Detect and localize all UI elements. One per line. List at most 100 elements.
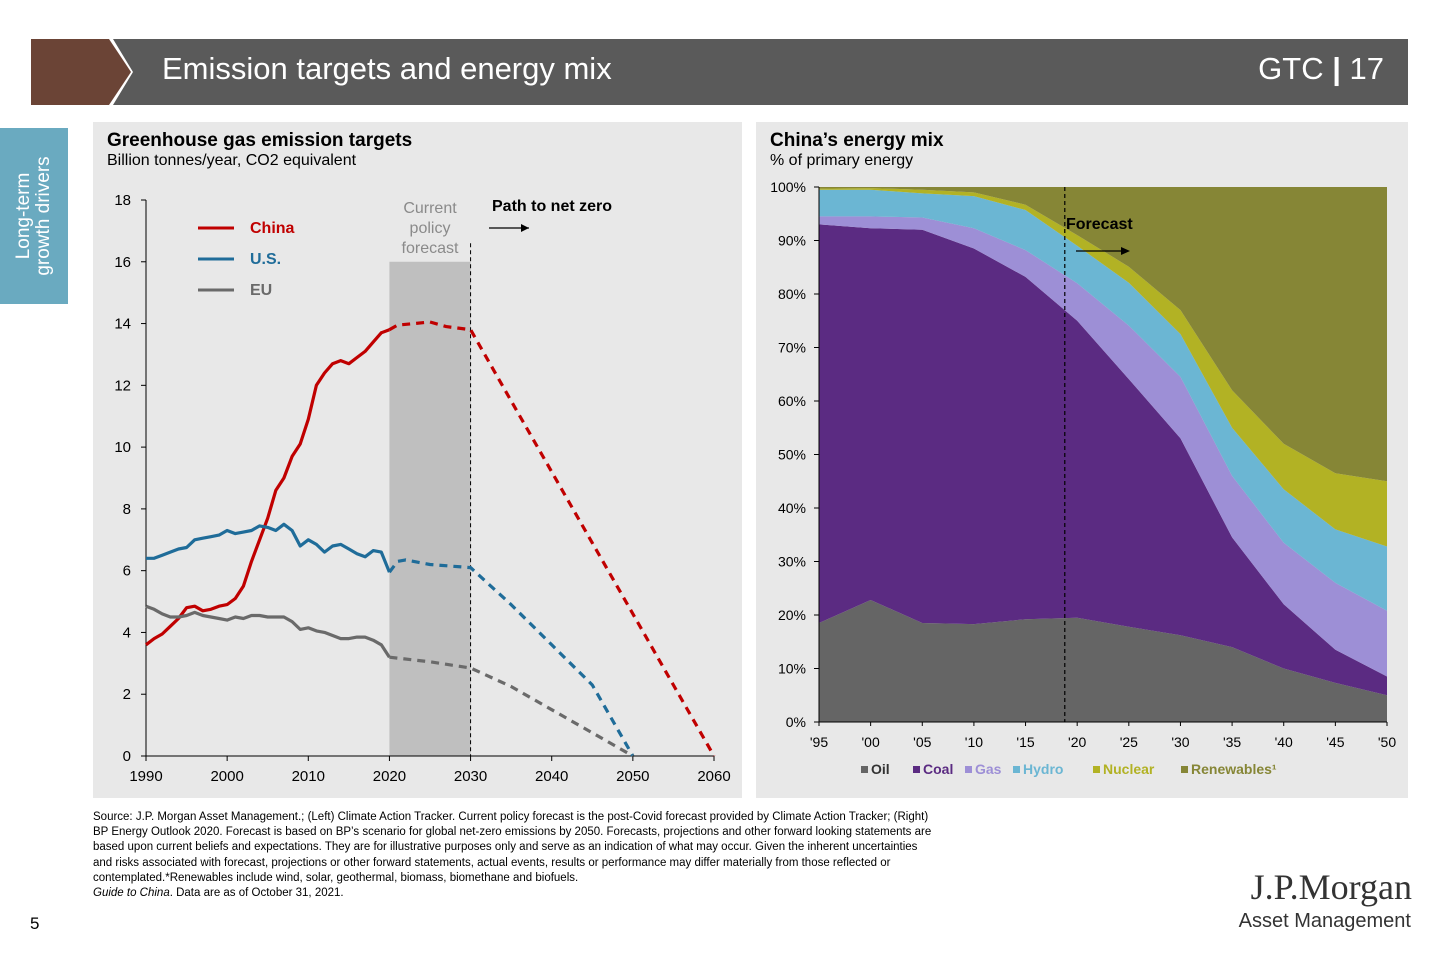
header-accent-chevron xyxy=(31,39,131,105)
policy-forecast-label: Current xyxy=(403,200,457,217)
legend-label: EU xyxy=(250,282,272,299)
footnote-line: based upon current beliefs and expectati… xyxy=(93,841,918,854)
policy-forecast-label: forecast xyxy=(402,240,459,257)
y-tick-label: 18 xyxy=(114,192,131,209)
legend-swatch xyxy=(965,766,972,773)
forecast-label: Forecast xyxy=(1066,216,1133,233)
x-tick-label: 2010 xyxy=(292,768,325,785)
forecast-arrow-head xyxy=(1121,247,1130,255)
path-arrow-head xyxy=(521,224,529,232)
x-tick-label: '25 xyxy=(1120,734,1138,750)
legend-swatch xyxy=(913,766,920,773)
header-code-text: GTC xyxy=(1258,51,1324,86)
legend-swatch xyxy=(861,766,868,773)
energy-mix-chart: Forecast 0% 10% 20% 30% 40% 50% 60% 70% 80% 90% 100… xyxy=(770,179,1396,777)
header-bar-shape xyxy=(113,39,1408,105)
y-tick-label: 30% xyxy=(778,554,806,570)
energy-mix-panel-title: China’s energy mix xyxy=(770,130,944,151)
page-title: Emission targets and energy mix xyxy=(162,51,612,86)
emissions-panel-subtitle: Billion tonnes/year, CO2 equivalent xyxy=(107,152,357,169)
area-coal xyxy=(819,224,1387,696)
x-tick-label: '10 xyxy=(965,734,983,750)
path-to-net-zero-label: Path to net zero xyxy=(492,198,612,215)
x-tick-label: '40 xyxy=(1275,734,1293,750)
series-line-eu xyxy=(145,604,391,659)
x-tick-label: 2030 xyxy=(454,768,487,785)
y-tick-label: 2 xyxy=(123,686,131,703)
y-tick-label: 8 xyxy=(123,501,131,518)
series-forecast-line-eu xyxy=(389,655,634,758)
y-tick-label: 12 xyxy=(114,377,131,394)
legend-label: Renewables¹ xyxy=(1191,761,1277,777)
legend-label: Nuclear xyxy=(1103,761,1155,777)
footnote-line: Source: J.P. Morgan Asset Management.; (… xyxy=(93,811,929,823)
footnote-source-line: Guide to China. Data are as of October 3… xyxy=(93,886,1203,901)
x-tick-label: '05 xyxy=(913,734,931,750)
x-tick-label: '50 xyxy=(1378,734,1396,750)
y-tick-label: 4 xyxy=(123,624,131,641)
y-tick-label: 14 xyxy=(114,316,131,333)
legend-label: Hydro xyxy=(1023,761,1063,777)
legend-label: Oil xyxy=(871,761,890,777)
page-number: 5 xyxy=(30,914,40,933)
x-tick-label: 2060 xyxy=(697,768,730,785)
y-tick-label: 20% xyxy=(778,607,806,623)
header-bar xyxy=(113,39,1408,105)
x-tick-label: '95 xyxy=(810,734,828,750)
y-tick-label: 10% xyxy=(778,661,806,677)
x-tick-label: 1990 xyxy=(129,768,162,785)
emissions-chart: Current policy forecast Path to net zero 0 2 4… xyxy=(114,192,730,785)
x-tick-label: '35 xyxy=(1223,734,1241,750)
legend-label: China xyxy=(250,220,295,237)
header-accent-shape xyxy=(31,39,131,105)
legend-swatch xyxy=(1013,766,1020,773)
footnote-line: BP Energy Outlook 2020. Forecast is base… xyxy=(93,826,932,839)
x-tick-label: '45 xyxy=(1326,734,1344,750)
y-tick-label: 50% xyxy=(778,447,806,463)
policy-forecast-label: policy xyxy=(410,220,451,237)
emissions-panel-title: Greenhouse gas emission targets xyxy=(107,130,413,151)
y-tick-label: 16 xyxy=(114,254,131,271)
legend-label: Coal xyxy=(923,761,953,777)
footnote-line: and risks associated with forecast, proj… xyxy=(93,856,891,869)
policy-forecast-region xyxy=(389,261,471,756)
footnote-guide: Guide to China xyxy=(93,887,170,900)
logo-tagline: Asset Management xyxy=(1238,910,1411,932)
side-label-line2: growth drivers xyxy=(33,156,54,276)
y-tick-label: 10 xyxy=(114,439,131,456)
y-tick-label: 70% xyxy=(778,340,806,356)
section-side-tab xyxy=(0,128,68,304)
x-tick-label: 2040 xyxy=(535,768,568,785)
y-tick-label: 80% xyxy=(778,286,806,302)
x-tick-label: 2020 xyxy=(373,768,406,785)
series-forecast-line-china xyxy=(388,320,716,757)
jpmorgan-logo: J.P.Morgan xyxy=(1250,867,1412,907)
energy-mix-panel-subtitle: % of primary energy xyxy=(770,152,914,169)
x-tick-label: '15 xyxy=(1016,734,1034,750)
area-oil xyxy=(819,600,1387,722)
footnote-line: contemplated.*Renewables include wind, s… xyxy=(93,871,579,884)
y-tick-label: 90% xyxy=(778,233,806,249)
header-page-ref: 17 xyxy=(1349,51,1384,86)
y-tick-label: 100% xyxy=(770,179,806,195)
area-renewables xyxy=(819,187,1387,482)
x-tick-label: '20 xyxy=(1068,734,1086,750)
legend-label: Gas xyxy=(975,761,1002,777)
legend-swatch xyxy=(1181,766,1188,773)
area-gas xyxy=(819,216,1387,677)
series-forecast-line-us xyxy=(388,558,635,757)
x-tick-label: '30 xyxy=(1171,734,1189,750)
legend-swatch xyxy=(1093,766,1100,773)
footnote-as-of: . Data are as of October 31, 2021. xyxy=(169,887,344,900)
x-tick-label: '00 xyxy=(862,734,880,750)
y-tick-label: 0% xyxy=(786,714,806,730)
header-code: GTC | 17 xyxy=(1258,51,1384,87)
series-line-us xyxy=(146,522,391,573)
legend-label: U.S. xyxy=(250,251,281,268)
side-label-line1: Long-term xyxy=(13,172,34,260)
area-hydro xyxy=(819,189,1387,611)
area-nuclear xyxy=(819,188,1387,547)
section-side-label: Long-term growth drivers xyxy=(13,156,54,276)
y-tick-label: 40% xyxy=(778,500,806,516)
y-tick-label: 0 xyxy=(123,748,131,765)
